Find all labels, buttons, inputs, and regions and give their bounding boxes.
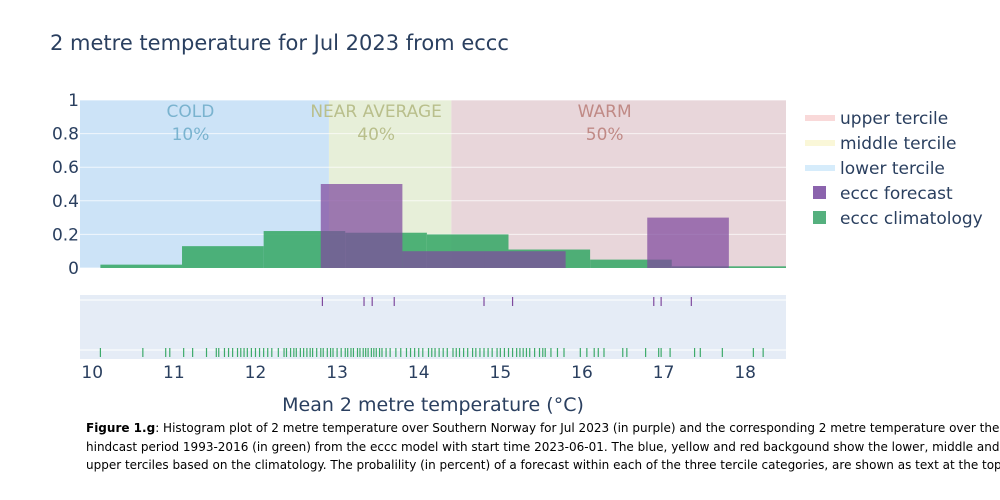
y-tick-label: 0.4 xyxy=(52,192,79,212)
caption-text-1: : Histogram plot of 2 metre temperature … xyxy=(155,421,1000,435)
y-tick-label: 0.8 xyxy=(52,125,79,145)
forecast-histogram xyxy=(320,184,729,268)
y-tick-label: 0.2 xyxy=(52,225,79,245)
rug-plot-background xyxy=(80,295,786,359)
legend: upper tercile middle tercile lower tercile… xyxy=(805,109,983,229)
legend-swatch-1 xyxy=(805,115,835,121)
warm-label: WARM xyxy=(578,102,632,122)
chart-title: 2 metre temperature for Jul 2023 from ec… xyxy=(50,31,509,55)
legend-label-5: eccc climatology xyxy=(840,209,983,229)
x-tick-label: 12 xyxy=(245,363,267,383)
x-tick-label: 10 xyxy=(81,363,103,383)
legend-swatch-4 xyxy=(813,186,826,199)
x-tick-label: 17 xyxy=(653,363,675,383)
x-tick-label: 14 xyxy=(408,363,430,383)
x-tick-label: 16 xyxy=(571,363,593,383)
forecast-bar xyxy=(647,217,729,268)
cold-label: COLD xyxy=(167,102,215,122)
x-tick-label: 15 xyxy=(490,363,512,383)
near-average-probability: 40% xyxy=(357,125,395,145)
caption-label: Figure 1.g xyxy=(86,421,156,435)
x-tick-label: 13 xyxy=(326,363,348,383)
legend-swatch-2 xyxy=(805,140,835,146)
y-axis-ticks: 0 0.2 0.4 0.6 0.8 1 xyxy=(52,91,79,279)
legend-swatch-3 xyxy=(805,165,835,171)
rug-gridlines xyxy=(80,299,786,351)
tercile-category-labels: COLD 10% NEAR AVERAGE 40% WARM 50% xyxy=(167,102,632,145)
forecast-rug xyxy=(321,297,692,306)
y-tick-label: 0.6 xyxy=(52,158,79,178)
climatology-bar xyxy=(100,264,183,268)
x-tick-label: 11 xyxy=(163,363,185,383)
climatology-rug xyxy=(99,348,764,357)
caption-line-3: upper terciles based on the climatology.… xyxy=(86,458,1000,472)
legend-label-2: middle tercile xyxy=(840,134,956,154)
caption-line-1: Figure 1.g: Histogram plot of 2 metre te… xyxy=(86,419,1000,438)
forecast-bar xyxy=(402,251,485,268)
legend-label-1: upper tercile xyxy=(840,109,948,129)
legend-swatch-5 xyxy=(813,211,826,224)
forecast-bar xyxy=(320,184,403,268)
main-histogram-plot: COLD 10% NEAR AVERAGE 40% WARM 50% 0 0.2 0.4 0.6… xyxy=(52,91,786,279)
near-average-label: NEAR AVERAGE xyxy=(310,102,442,122)
cold-probability: 10% xyxy=(172,125,210,145)
caption-line-2: hindcast period 1993-2016 (in green) fro… xyxy=(86,439,1000,454)
warm-probability: 50% xyxy=(586,125,624,145)
y-tick-label: 0 xyxy=(68,259,79,279)
climatology-bar xyxy=(182,246,264,268)
y-tick-label: 1 xyxy=(68,91,79,111)
forecast-bar xyxy=(484,251,566,268)
x-tick-label: 18 xyxy=(734,363,756,383)
figure-caption: Figure 1.g: Histogram plot of 2 metre te… xyxy=(86,419,1000,475)
climatology-bar xyxy=(590,259,672,268)
legend-label-4: eccc forecast xyxy=(840,184,953,204)
x-axis-ticks: 10 11 12 13 14 15 16 17 18 xyxy=(81,363,756,383)
legend-label-3: lower tercile xyxy=(840,159,945,179)
x-axis-title: Mean 2 metre temperature (°C) xyxy=(282,394,584,416)
rug-plot xyxy=(80,295,786,359)
